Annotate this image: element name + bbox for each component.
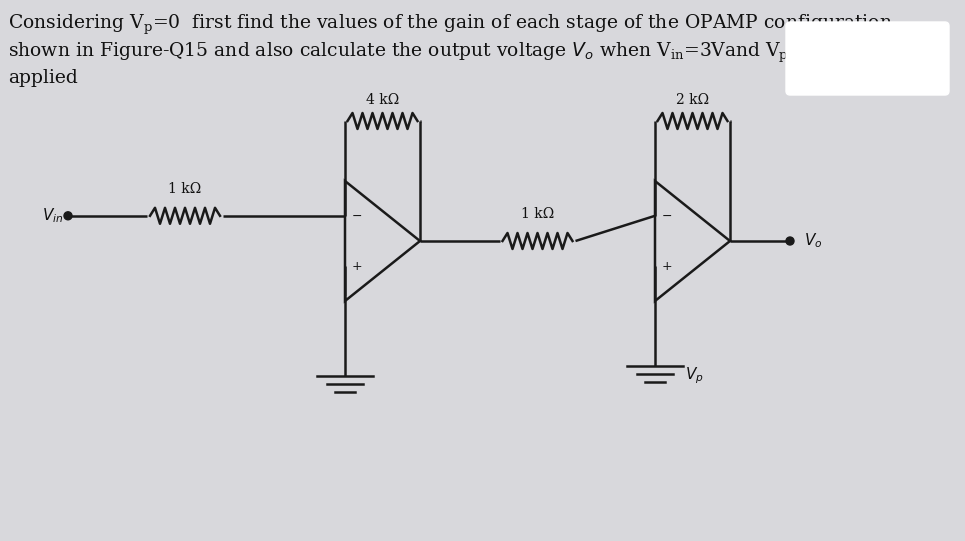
Text: $V_{in}$: $V_{in}$ — [41, 207, 63, 225]
Text: 4 kΩ: 4 kΩ — [366, 93, 400, 107]
Text: $+$: $+$ — [351, 260, 363, 273]
Text: $V_p$: $V_p$ — [685, 366, 703, 386]
FancyBboxPatch shape — [786, 22, 949, 95]
Text: applied: applied — [8, 69, 78, 87]
Text: 1 kΩ: 1 kΩ — [521, 207, 554, 221]
Text: Considering $\mathregular{V_p}$=0  first find the values of the gain of each sta: Considering $\mathregular{V_p}$=0 first … — [8, 13, 893, 37]
Text: $+$: $+$ — [661, 260, 673, 273]
Text: 1 kΩ: 1 kΩ — [168, 182, 202, 196]
Text: $V_o$: $V_o$ — [804, 232, 822, 250]
Text: shown in Figure-Q15 and also calculate the output voltage $\mathit{V_o}$ when $\: shown in Figure-Q15 and also calculate t… — [8, 41, 852, 65]
Text: 2 kΩ: 2 kΩ — [676, 93, 709, 107]
Circle shape — [64, 212, 72, 220]
Text: $-$: $-$ — [351, 209, 363, 222]
Text: $-$: $-$ — [661, 209, 673, 222]
Circle shape — [786, 237, 794, 245]
